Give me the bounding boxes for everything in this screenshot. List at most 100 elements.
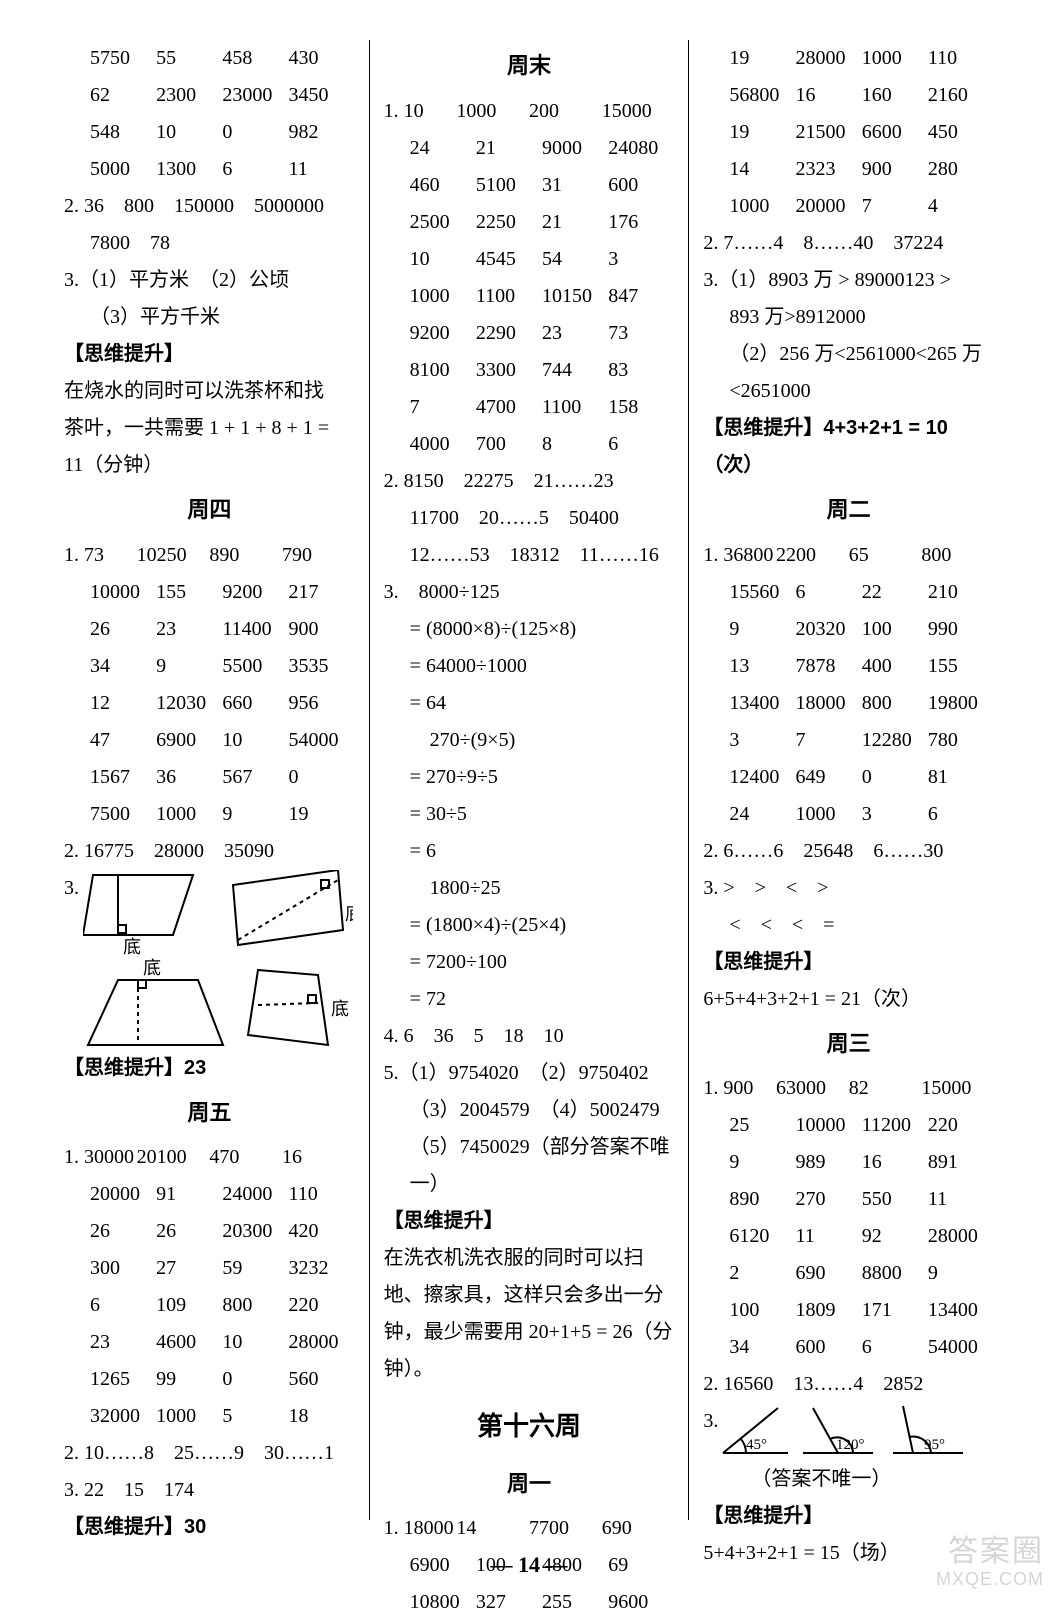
q3-calc: = 6 (384, 833, 675, 870)
q3-calc: 270÷(9×5) (384, 722, 675, 759)
table-row: 1. 10100020015000 (384, 93, 675, 130)
thinking-label: 【思维提升】 (64, 336, 355, 373)
q3-l2: 893 万>8912000 (703, 299, 994, 336)
q5-l1: 5.（1）9754020 （2）9750402 (384, 1055, 675, 1092)
table-row: 12400649081 (703, 759, 994, 796)
table-row: 1. 36800220065800 (703, 537, 994, 574)
table-row: 920022902373 (384, 315, 675, 352)
table-row: 3712280780 (703, 722, 994, 759)
z2-q2: 2. 6……6 25648 6……30 (703, 833, 994, 870)
heading-weekend: 周末 (384, 46, 675, 87)
table-row: 1567365670 (64, 759, 355, 796)
table-row: 104545543 (384, 241, 675, 278)
table-row: 30027593232 (64, 1250, 355, 1287)
table-row: 1. 7310250890790 (64, 537, 355, 574)
table-row: 142323900280 (703, 151, 994, 188)
table-row: 2500225021176 (384, 204, 675, 241)
q3-calc: = (8000×8)÷(125×8) (384, 611, 675, 648)
thinking-label: 【思维提升】 (703, 1498, 994, 1535)
watermark: 答案圈 MXQE.COM (936, 1535, 1044, 1590)
table-row: 10002000074 (703, 188, 994, 225)
thinking-text: 钟）。 (384, 1351, 675, 1388)
heading-friday: 周五 (64, 1093, 355, 1134)
svg-text:底: 底 (345, 904, 353, 924)
table-row: 24100036 (703, 796, 994, 833)
heading-week16: 第十六周 (384, 1402, 675, 1450)
q3-l3: （2）256 万<2561000<265 万 (703, 336, 994, 373)
q3-line1: 3.（1）平方米 （2）公顷 (64, 262, 355, 299)
heading-monday: 周一 (384, 1464, 675, 1505)
thinking-label: 【思维提升】23 (64, 1050, 355, 1087)
heading-thursday: 周四 (64, 490, 355, 531)
q3-line2: （3）平方千米 (64, 299, 355, 336)
column-1: 575055458430 622300230003450 548100982 5… (50, 40, 370, 1520)
column-2: 周末 1. 10100020015000 2421900024080 46051… (370, 40, 690, 1520)
table-row: 998916891 (703, 1144, 994, 1181)
table-row: 89027055011 (703, 1181, 994, 1218)
q2-line1: 2. 36 800 150000 5000000 (64, 188, 355, 225)
page-number: — 14 — (0, 1552, 1058, 1578)
column-3: 19280001000110 56800161602160 1921500660… (689, 40, 1008, 1520)
table-row: 262311400900 (64, 611, 355, 648)
table-row: 4769001054000 (64, 722, 355, 759)
z3-q3: 3. 45° 120° 95° (703, 1403, 994, 1461)
q3-calc: = 30÷5 (384, 796, 675, 833)
table-row: 15560622210 (703, 574, 994, 611)
q3-calc: 3. 8000÷125 (384, 574, 675, 611)
geometry-shapes-icon: 底 底 底 底 (83, 870, 353, 1050)
zhou4-q2: 2. 16775 28000 35090 (64, 833, 355, 870)
q5-l3: （5）7450029（部分答案不唯一） (384, 1129, 675, 1203)
table-row: 108003272559600 (384, 1584, 675, 1621)
q3-l4: <2651000 (703, 373, 994, 410)
q4: 4. 6 36 5 18 10 (384, 1018, 675, 1055)
watermark-line2: MXQE.COM (936, 1569, 1044, 1590)
table-row: 8100330074483 (384, 352, 675, 389)
q3-calc: = 270÷9÷5 (384, 759, 675, 796)
thinking-text: 地、擦家具，这样只会多出一分 (384, 1277, 675, 1314)
thinking-label: 【思维提升】4+3+2+1 = 10（次） (703, 410, 994, 484)
q2-line2: 7800 78 (64, 225, 355, 262)
thinking-label: 【思维提升】 (703, 944, 994, 981)
table-row: 100180917113400 (703, 1292, 994, 1329)
q3-calc: = 7200÷100 (384, 944, 675, 981)
svg-text:45°: 45° (746, 1437, 767, 1453)
q3-calc: 1800÷25 (384, 870, 675, 907)
q2-l2: 11700 20……5 50400 (384, 500, 675, 537)
thinking-text: 11（分钟） (64, 447, 355, 484)
thinking-text: 钟，最少需要用 20+1+5 = 26（分 (384, 1314, 675, 1351)
q3-calc: = 72 (384, 981, 675, 1018)
table-row: 56800161602160 (703, 77, 994, 114)
table-row: 1. 300002010047016 (64, 1139, 355, 1176)
table-row: 6120119228000 (703, 1218, 994, 1255)
table-row: 100001559200217 (64, 574, 355, 611)
table-row: 1. 18000147700690 (384, 1510, 675, 1547)
table-row: 34600654000 (703, 1329, 994, 1366)
angles-icon: 45° 120° 95° (718, 1403, 978, 1461)
table-row: 1. 900630008215000 (703, 1070, 994, 1107)
zhou4-q3: 3. 底 底 底 (64, 870, 355, 1050)
q3-label: 3. (703, 1403, 718, 1440)
z2-q3-l1: 3. > > < > (703, 870, 994, 907)
table-row: 622300230003450 (64, 77, 355, 114)
z2-q3-l2: < < < = (703, 907, 994, 944)
table-row: 137878400155 (703, 648, 994, 685)
z3-q2: 2. 16560 13……4 2852 (703, 1366, 994, 1403)
q2-l1: 2. 8150 22275 21……23 (384, 463, 675, 500)
svg-text:底: 底 (143, 958, 161, 978)
zhou5-q2: 2. 10……8 25……9 30……1 (64, 1435, 355, 1472)
table-row: 575055458430 (64, 40, 355, 77)
q2: 2. 7……4 8……40 37224 (703, 225, 994, 262)
table-row: 6109800220 (64, 1287, 355, 1324)
svg-text:底: 底 (123, 937, 141, 957)
thinking-text: 茶叶，一共需要 1 + 1 + 8 + 1 = (64, 410, 355, 447)
table-row: 548100982 (64, 114, 355, 151)
page-columns: 575055458430 622300230003450 548100982 5… (50, 40, 1008, 1520)
q3-l1: 3.（1）8903 万 > 89000123 > (703, 262, 994, 299)
table-row: 200009124000110 (64, 1176, 355, 1213)
thinking-text: 在烧水的同时可以洗茶杯和找 (64, 373, 355, 410)
table-row: 920320100990 (703, 611, 994, 648)
table-row: 1212030660956 (64, 685, 355, 722)
svg-text:底: 底 (331, 999, 349, 1019)
q2-l3: 12……53 18312 11……16 (384, 537, 675, 574)
table-row: 1000110010150847 (384, 278, 675, 315)
